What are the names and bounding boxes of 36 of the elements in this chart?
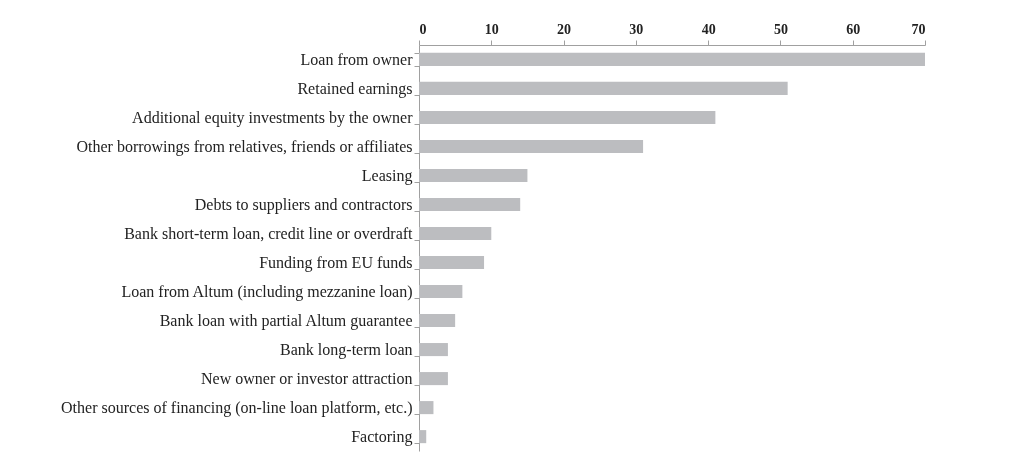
x-tick-label: 70 (911, 21, 926, 37)
bar (419, 52, 925, 66)
x-tick-label: 60 (846, 21, 861, 37)
bar (419, 372, 448, 386)
y-tick-label: Additional equity investments by the owner (132, 108, 414, 127)
y-tick-label: Loan from owner (300, 50, 414, 68)
y-tick-label: Debts to suppliers and contractors (194, 195, 413, 214)
bar (419, 81, 788, 95)
bar (419, 430, 427, 444)
y-tick-label: Other borrowings from relatives, friends or affiliates (76, 137, 413, 156)
bar (419, 401, 434, 415)
y-tick-label: New owner or investor attraction (201, 370, 413, 388)
bar (419, 285, 463, 299)
y-tick-label: Leasing (361, 166, 413, 185)
bar (419, 226, 492, 241)
bar (419, 110, 716, 124)
x-tick-label: 30 (629, 21, 644, 37)
y-tick-label: Other sources of financing (on-line loan platform, etc.) (61, 399, 413, 418)
y-tick-label: Retained earnings (297, 79, 413, 98)
y-tick-label: Bank short-term loan, credit line or overdraft (124, 224, 414, 242)
y-tick-label: Loan from Altum (including mezzanine loan) (121, 283, 413, 302)
y-tick-label: Bank long-term loan (280, 341, 413, 360)
bar (419, 343, 448, 357)
bar (419, 168, 528, 182)
y-tick-label: Funding from EU funds (259, 254, 413, 273)
x-tick-label: 40 (701, 21, 716, 37)
bar (419, 314, 456, 328)
bar (419, 139, 644, 153)
x-tick-label: 0 (419, 21, 427, 37)
bar (419, 255, 485, 270)
x-tick-label: 20 (557, 21, 572, 37)
x-tick-label: 10 (484, 21, 499, 37)
y-tick-label: Bank loan with partial Altum guarantee (159, 312, 413, 331)
x-tick-label: 50 (773, 21, 788, 37)
y-tick-label: Factoring (351, 428, 413, 447)
bar (419, 197, 521, 211)
